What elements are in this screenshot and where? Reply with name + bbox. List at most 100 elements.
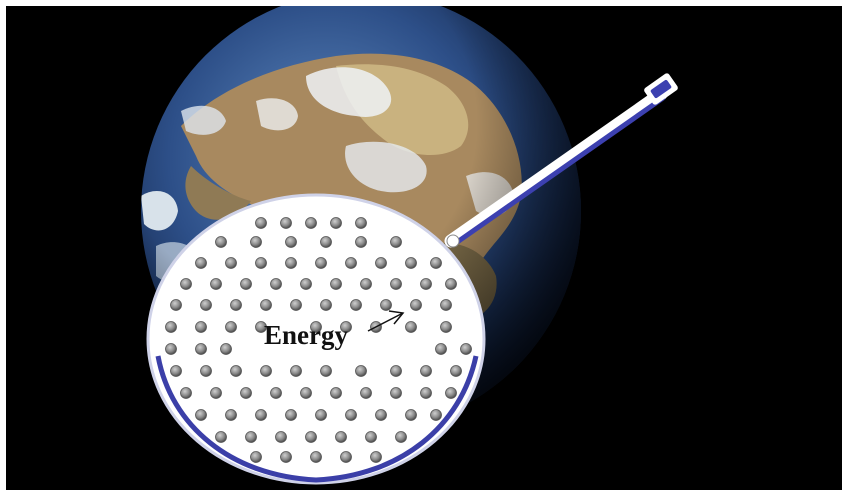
plate-hole — [345, 257, 357, 269]
plate-hole — [340, 451, 352, 463]
plate-hole — [250, 236, 262, 248]
plate-hole — [380, 299, 392, 311]
rod-handle-icon — [444, 73, 678, 248]
plate-hole — [230, 299, 242, 311]
plate-hole — [225, 409, 237, 421]
plate-hole — [170, 365, 182, 377]
energy-label: Energy — [264, 320, 348, 350]
plate-hole — [460, 343, 472, 355]
plate-hole — [275, 431, 287, 443]
plate-hole — [390, 236, 402, 248]
plate-hole — [255, 257, 267, 269]
plate-hole — [290, 365, 302, 377]
plate-hole — [330, 278, 342, 290]
plate-hole — [180, 387, 192, 399]
plate-hole — [340, 321, 352, 333]
plate-hole — [200, 299, 212, 311]
plate-hole — [390, 387, 402, 399]
plate-hole — [290, 299, 302, 311]
plate-hole — [420, 387, 432, 399]
plate-hole — [285, 409, 297, 421]
plate-hole — [305, 431, 317, 443]
plate-hole — [315, 257, 327, 269]
plate-hole — [335, 431, 347, 443]
scene-background: Energy — [6, 6, 842, 490]
plate-hole — [220, 343, 232, 355]
plate-hole — [280, 451, 292, 463]
plate-hole — [360, 387, 372, 399]
plate-hole — [350, 299, 362, 311]
plate-hole — [285, 257, 297, 269]
plate-hole — [355, 217, 367, 229]
plate-hole — [420, 365, 432, 377]
plate-hole — [405, 257, 417, 269]
plate-hole — [225, 321, 237, 333]
plate-hole — [230, 365, 242, 377]
plate-hole — [430, 257, 442, 269]
plate-hole — [180, 278, 192, 290]
plate-hole — [170, 299, 182, 311]
plate-hole — [270, 387, 282, 399]
plate-hole — [310, 451, 322, 463]
plate-hole — [435, 343, 447, 355]
plate-hole — [240, 278, 252, 290]
plate-hole — [215, 236, 227, 248]
plate-hole — [375, 409, 387, 421]
plate-hole — [200, 365, 212, 377]
plate-hole — [355, 236, 367, 248]
plate-hole — [390, 365, 402, 377]
plate-hole — [310, 321, 322, 333]
plate-hole — [390, 278, 402, 290]
pointer-arrow-icon — [367, 310, 405, 332]
plate-hole — [405, 409, 417, 421]
plate-hole — [165, 343, 177, 355]
plate-hole — [370, 451, 382, 463]
plate-hole — [345, 409, 357, 421]
plate-hole — [255, 409, 267, 421]
plate-hole — [250, 451, 262, 463]
plate-hole — [355, 365, 367, 377]
plate-hole — [195, 343, 207, 355]
plate-hole — [300, 278, 312, 290]
plate-hole — [255, 217, 267, 229]
plate-hole — [280, 217, 292, 229]
plate-hole — [300, 387, 312, 399]
perforated-plate-icon — [146, 193, 486, 485]
plate-hole — [305, 217, 317, 229]
plate-hole — [365, 431, 377, 443]
plate-hole — [330, 387, 342, 399]
plate-hole — [195, 257, 207, 269]
plate-hole — [255, 321, 267, 333]
plate-hole — [450, 365, 462, 377]
plate-hole — [195, 409, 207, 421]
plate-hole — [430, 409, 442, 421]
plate-hole — [420, 278, 432, 290]
plate-holes — [165, 217, 472, 463]
plate-hole — [320, 299, 332, 311]
plate-hole — [225, 257, 237, 269]
plate-hole — [210, 278, 222, 290]
plate-hole — [260, 299, 272, 311]
plate-hole — [320, 365, 332, 377]
plate-hole — [410, 299, 422, 311]
plate-hole — [210, 387, 222, 399]
plate-hole — [330, 217, 342, 229]
plate-hole — [195, 321, 207, 333]
plate-hole — [285, 236, 297, 248]
plate-hole — [240, 387, 252, 399]
plate-hole — [445, 278, 457, 290]
plate-hole — [320, 236, 332, 248]
plate-hole — [165, 321, 177, 333]
plate-hole — [375, 257, 387, 269]
plate-hole — [405, 321, 417, 333]
plate-hole — [215, 431, 227, 443]
plate-hole — [395, 431, 407, 443]
plate-hole — [315, 409, 327, 421]
plate-hole — [245, 431, 257, 443]
plate-hole — [440, 299, 452, 311]
plate-hole — [360, 278, 372, 290]
plate-hole — [445, 387, 457, 399]
plate-hole — [440, 321, 452, 333]
plate-hole — [260, 365, 272, 377]
